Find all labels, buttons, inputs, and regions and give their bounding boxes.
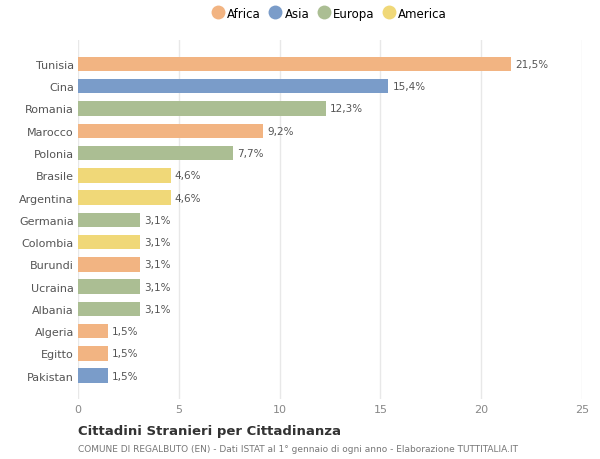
Text: 4,6%: 4,6% bbox=[175, 193, 201, 203]
Bar bbox=[78, 191, 171, 205]
Text: 3,1%: 3,1% bbox=[145, 304, 171, 314]
Text: 4,6%: 4,6% bbox=[175, 171, 201, 181]
Bar bbox=[78, 235, 140, 250]
Bar bbox=[78, 324, 108, 339]
Text: 1,5%: 1,5% bbox=[112, 349, 139, 358]
Bar bbox=[78, 302, 140, 316]
Text: 9,2%: 9,2% bbox=[268, 127, 294, 136]
Text: 21,5%: 21,5% bbox=[515, 60, 548, 70]
Text: 1,5%: 1,5% bbox=[112, 371, 139, 381]
Bar bbox=[78, 213, 140, 228]
Bar bbox=[78, 146, 233, 161]
Text: COMUNE DI REGALBUTO (EN) - Dati ISTAT al 1° gennaio di ogni anno - Elaborazione : COMUNE DI REGALBUTO (EN) - Dati ISTAT al… bbox=[78, 444, 518, 453]
Text: 3,1%: 3,1% bbox=[145, 215, 171, 225]
Bar bbox=[78, 347, 108, 361]
Bar bbox=[78, 280, 140, 294]
Text: 3,1%: 3,1% bbox=[145, 238, 171, 247]
Bar bbox=[78, 257, 140, 272]
Text: 7,7%: 7,7% bbox=[237, 149, 264, 159]
Bar bbox=[78, 80, 388, 94]
Text: 15,4%: 15,4% bbox=[392, 82, 425, 92]
Bar bbox=[78, 168, 171, 183]
Bar bbox=[78, 369, 108, 383]
Text: 3,1%: 3,1% bbox=[145, 282, 171, 292]
Text: 3,1%: 3,1% bbox=[145, 260, 171, 270]
Text: 1,5%: 1,5% bbox=[112, 326, 139, 336]
Text: Cittadini Stranieri per Cittadinanza: Cittadini Stranieri per Cittadinanza bbox=[78, 424, 341, 437]
Bar bbox=[78, 102, 326, 117]
Bar bbox=[78, 57, 511, 72]
Legend: Africa, Asia, Europa, America: Africa, Asia, Europa, America bbox=[209, 4, 451, 24]
Bar bbox=[78, 124, 263, 139]
Text: 12,3%: 12,3% bbox=[330, 104, 363, 114]
